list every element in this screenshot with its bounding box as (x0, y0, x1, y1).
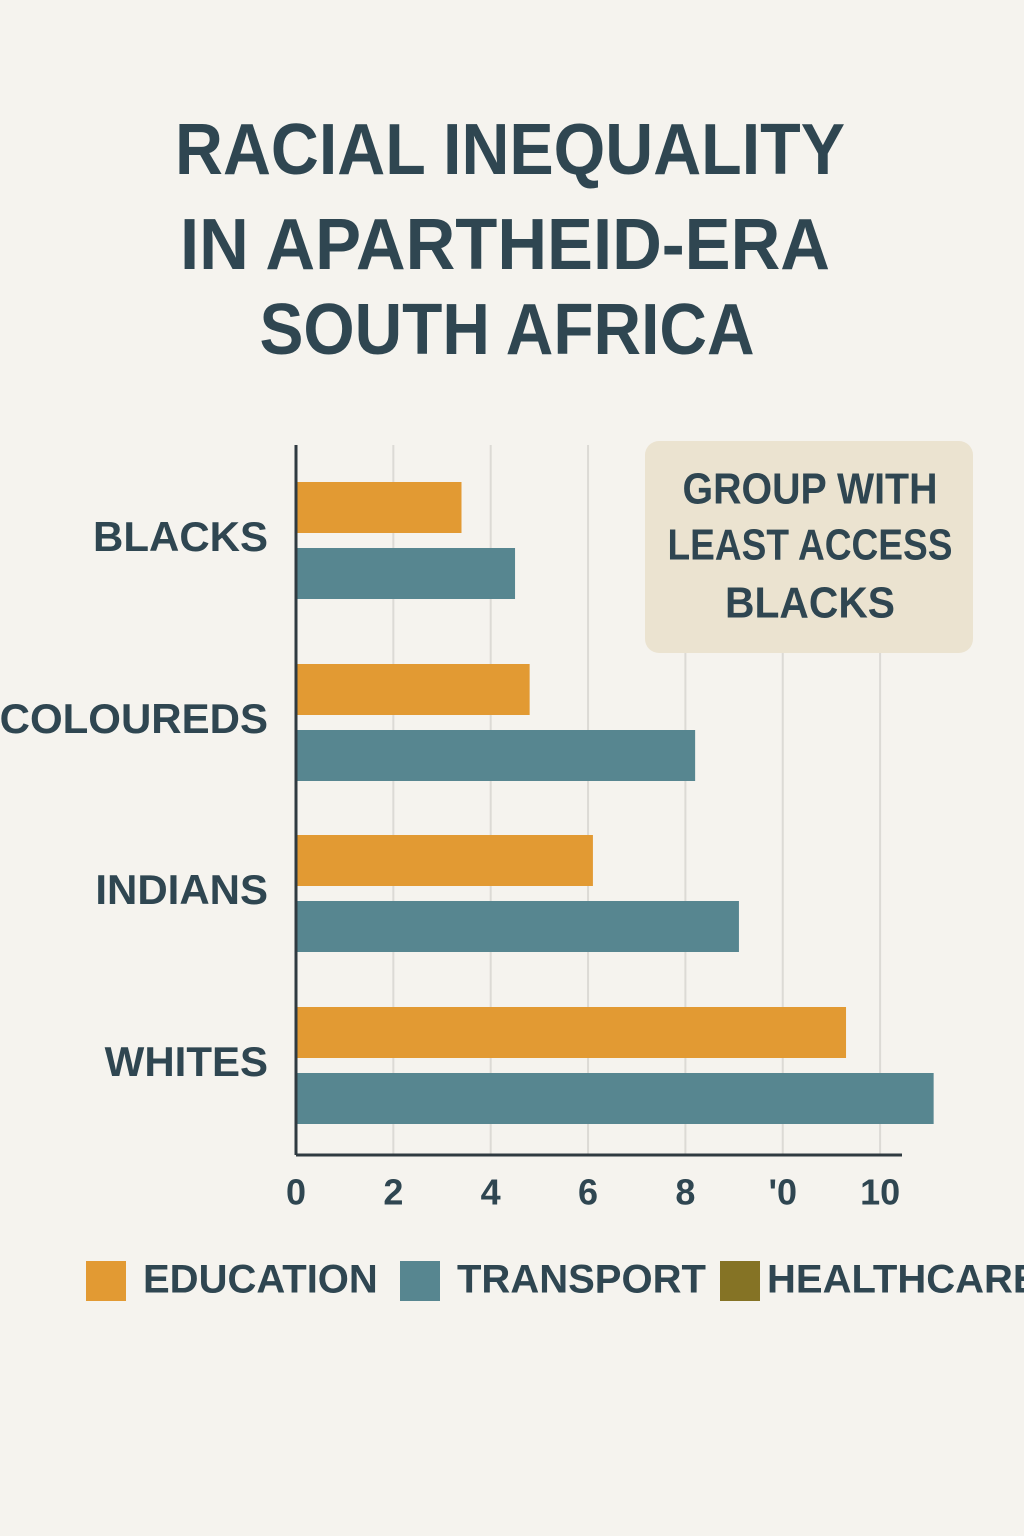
bar (296, 548, 516, 599)
bar (296, 664, 530, 715)
chart-title: IN APARTHEID-ERA (180, 205, 830, 285)
x-tick-label: 0 (286, 1172, 306, 1213)
bar (296, 730, 696, 781)
legend-label: TRANSPORT (457, 1258, 706, 1302)
chart-title: SOUTH AFRICA (260, 290, 755, 370)
annotation: BLACKS (725, 579, 895, 628)
x-tick-label: 4 (481, 1172, 501, 1213)
legend-swatch (86, 1261, 126, 1301)
annotation: GROUP WITH (683, 465, 938, 514)
bar (296, 482, 462, 533)
bar (296, 901, 739, 952)
annotation: LEAST ACCESS (668, 521, 953, 570)
bar (296, 1073, 934, 1124)
y-tick-label: BLACKS (93, 513, 268, 560)
legend-label: EDUCATION (143, 1258, 378, 1302)
x-tick-label: 2 (383, 1172, 403, 1213)
bar (296, 1007, 847, 1058)
x-tick-label: 10 (860, 1172, 900, 1213)
legend-label: HEALTHCARE (767, 1258, 1024, 1302)
y-tick-label: INDIANS (95, 866, 268, 913)
y-tick-label: COLOUREDS (0, 695, 268, 742)
annotation-box (645, 441, 973, 653)
bar (296, 835, 593, 886)
x-tick-label: 8 (675, 1172, 695, 1213)
x-tick-label: 6 (578, 1172, 598, 1213)
y-tick-label: WHITES (105, 1038, 268, 1085)
legend-swatch (720, 1261, 760, 1301)
chart-title: RACIAL INEQUALITY (175, 110, 845, 190)
legend-swatch (400, 1261, 440, 1301)
x-tick-label: '0 (768, 1172, 797, 1213)
